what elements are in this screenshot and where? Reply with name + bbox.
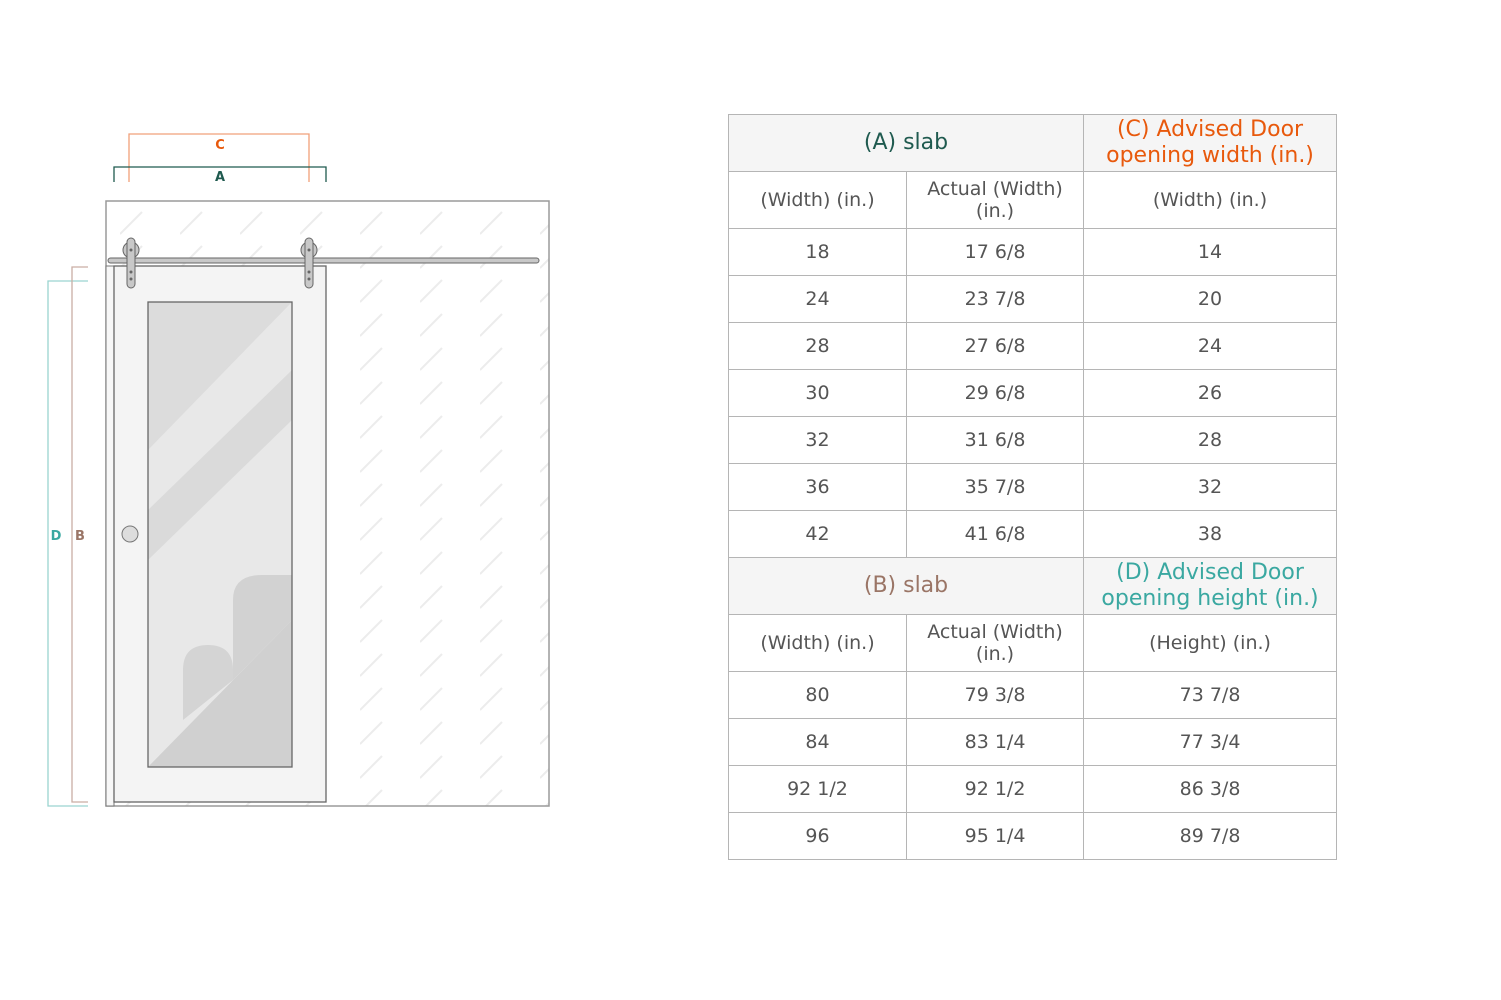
table-cell: 20	[1083, 275, 1338, 323]
table-row: 96 95 1/4 89 7/8	[728, 812, 1338, 860]
hanger-left	[122, 237, 140, 289]
dimension-d-label: D	[51, 529, 62, 544]
table-cell: 24	[1083, 322, 1338, 370]
column-header: (Width) (in.)	[1083, 171, 1338, 229]
table-row: 28 27 6/8 24	[728, 322, 1338, 370]
dimension-d	[47, 280, 88, 807]
table-cell: 92 1/2	[905, 765, 1085, 813]
table-cell: 31 6/8	[905, 416, 1085, 464]
size-table: (A) slab (C) Advised Door opening width (…	[727, 114, 1338, 860]
table-cell: 14	[1083, 228, 1338, 276]
table-cell: 35 7/8	[905, 463, 1085, 511]
column-header: Actual (Width) (in.)	[905, 171, 1085, 229]
slab-header: (B) slab	[727, 557, 1085, 615]
column-header: (Height) (in.)	[1083, 614, 1338, 672]
table-cell: 30	[728, 369, 907, 417]
column-header: Actual (Width) (in.)	[905, 614, 1085, 672]
table-cell: 42	[728, 510, 907, 558]
table-row: 84 83 1/4 77 3/4	[728, 718, 1338, 766]
table-row: 32 31 6/8 28	[728, 416, 1338, 464]
column-header: (Width) (in.)	[728, 171, 907, 229]
table-row: 18 17 6/8 14	[728, 228, 1338, 276]
table-cell: 32	[1083, 463, 1338, 511]
table-row: 80 79 3/8 73 7/8	[728, 671, 1338, 719]
table-cell: 95 1/4	[905, 812, 1085, 860]
table-cell: 17 6/8	[905, 228, 1085, 276]
table-row: 24 23 7/8 20	[728, 275, 1338, 323]
table-row: 42 41 6/8 38	[728, 510, 1338, 558]
table-cell: 24	[728, 275, 907, 323]
column-header-row: (Width) (in.) Actual (Width) (in.) (Height…	[728, 614, 1338, 672]
table-cell: 84	[728, 718, 907, 766]
table-cell: 96	[728, 812, 907, 860]
table-cell: 27 6/8	[905, 322, 1085, 370]
dimension-b	[71, 266, 88, 803]
table-cell: 28	[728, 322, 907, 370]
table-cell: 77 3/4	[1083, 718, 1338, 766]
table-cell: 26	[1083, 369, 1338, 417]
dimension-c-label: C	[215, 138, 225, 153]
table-cell: 23 7/8	[905, 275, 1085, 323]
column-header-row: (Width) (in.) Actual (Width) (in.) (Width)…	[728, 171, 1338, 229]
advised-opening-header: (D) Advised Door opening height (in.)	[1083, 557, 1338, 615]
glass-panel	[147, 301, 293, 768]
dimension-c	[128, 133, 310, 182]
table-cell: 92 1/2	[728, 765, 907, 813]
slab-header: (A) slab	[727, 114, 1085, 172]
barn-door-rail	[107, 257, 540, 264]
table-cell: 73 7/8	[1083, 671, 1338, 719]
table-cell: 38	[1083, 510, 1338, 558]
table-cell: 28	[1083, 416, 1338, 464]
door-handle	[121, 525, 139, 543]
table-group-header: (A) slab (C) Advised Door opening width (…	[727, 114, 1338, 172]
dimension-a-label: A	[215, 170, 225, 185]
table-cell: 89 7/8	[1083, 812, 1338, 860]
table-cell: 80	[728, 671, 907, 719]
column-header: (Width) (in.)	[728, 614, 907, 672]
table-row: 92 1/2 92 1/2 86 3/8	[728, 765, 1338, 813]
barn-door-diagram: C A D B	[47, 133, 550, 807]
table-cell: 83 1/4	[905, 718, 1085, 766]
table-row: 36 35 7/8 32	[728, 463, 1338, 511]
door-jamb	[105, 265, 115, 807]
table-group-header: (B) slab (D) Advised Door opening height …	[727, 557, 1338, 615]
table-cell: 86 3/8	[1083, 765, 1338, 813]
table-cell: 32	[728, 416, 907, 464]
dimension-b-label: B	[75, 529, 85, 544]
table-cell: 29 6/8	[905, 369, 1085, 417]
table-cell: 36	[728, 463, 907, 511]
table-row: 30 29 6/8 26	[728, 369, 1338, 417]
table-cell: 18	[728, 228, 907, 276]
hanger-right	[300, 237, 318, 289]
dimension-a	[113, 166, 327, 182]
table-cell: 79 3/8	[905, 671, 1085, 719]
table-cell: 41 6/8	[905, 510, 1085, 558]
advised-opening-header: (C) Advised Door opening width (in.)	[1083, 114, 1338, 172]
